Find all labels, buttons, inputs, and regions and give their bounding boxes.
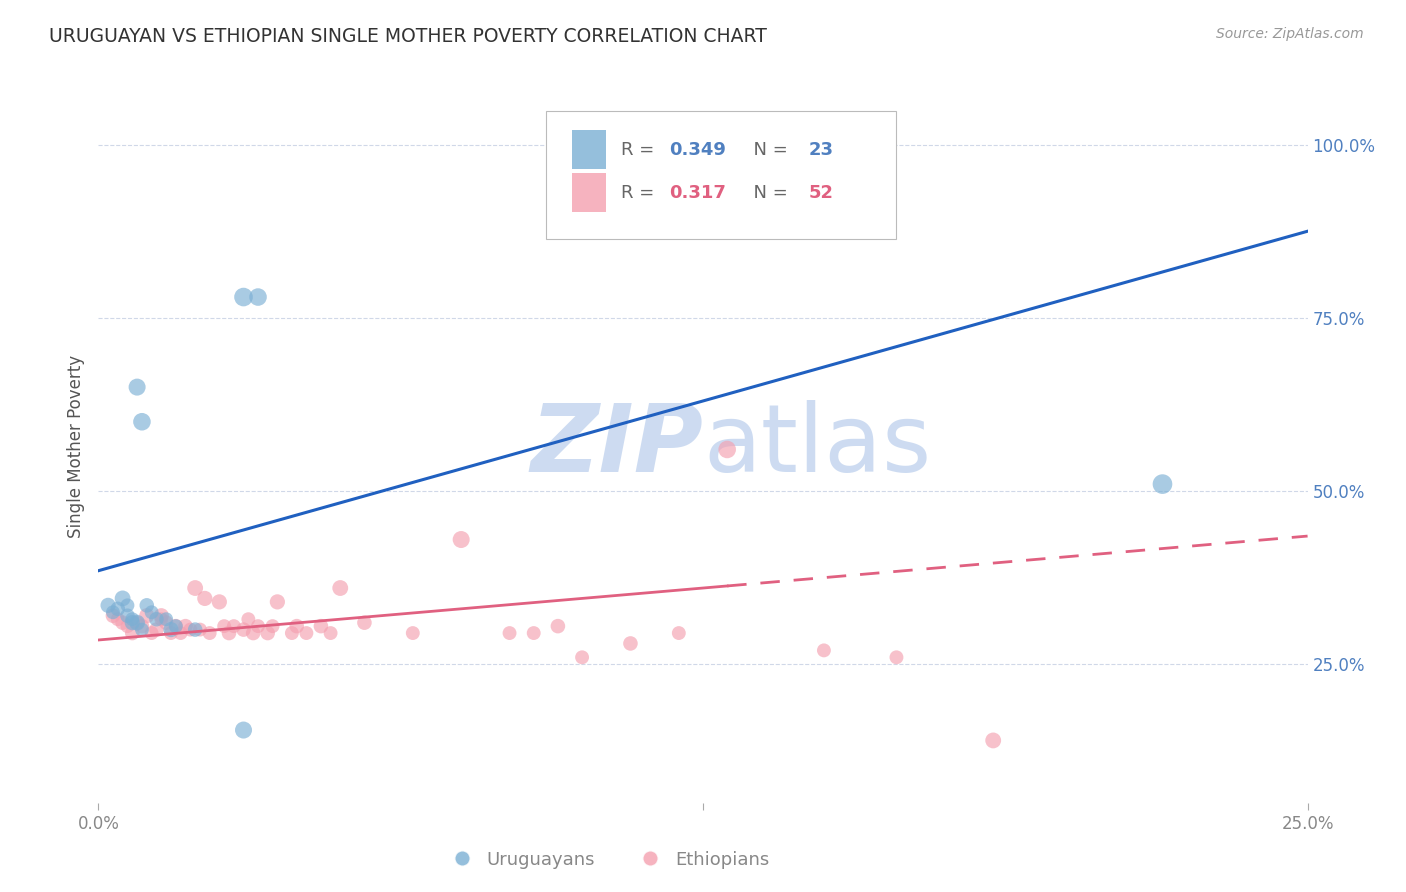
Point xyxy=(242,626,264,640)
Point xyxy=(232,623,254,637)
Point xyxy=(121,615,143,630)
Point xyxy=(135,599,157,613)
Point xyxy=(247,290,270,304)
Point xyxy=(309,619,332,633)
Point xyxy=(184,623,207,637)
Point xyxy=(266,595,288,609)
Point xyxy=(194,591,217,606)
Point xyxy=(131,619,153,633)
Text: atlas: atlas xyxy=(703,400,931,492)
Point xyxy=(127,615,149,630)
Point xyxy=(155,612,177,626)
Point xyxy=(117,608,139,623)
Point xyxy=(668,626,690,640)
Point xyxy=(547,619,569,633)
Text: URUGUAYAN VS ETHIOPIAN SINGLE MOTHER POVERTY CORRELATION CHART: URUGUAYAN VS ETHIOPIAN SINGLE MOTHER POV… xyxy=(49,27,768,45)
Point xyxy=(247,619,270,633)
Point xyxy=(523,626,546,640)
Text: 0.349: 0.349 xyxy=(669,141,725,159)
Point xyxy=(141,605,163,619)
Point xyxy=(1152,477,1174,491)
Text: N =: N = xyxy=(742,141,793,159)
Point xyxy=(619,636,641,650)
Point xyxy=(188,623,211,637)
Text: 52: 52 xyxy=(808,184,834,202)
Legend: Uruguayans, Ethiopians: Uruguayans, Ethiopians xyxy=(436,844,776,876)
Point xyxy=(117,619,139,633)
Point xyxy=(184,581,207,595)
Point xyxy=(295,626,318,640)
Point xyxy=(141,626,163,640)
Point xyxy=(150,612,173,626)
Point xyxy=(101,608,124,623)
Point xyxy=(131,415,153,429)
Point xyxy=(222,619,245,633)
Point xyxy=(981,733,1004,747)
Point xyxy=(117,599,139,613)
Point xyxy=(127,615,149,630)
Text: ZIP: ZIP xyxy=(530,400,703,492)
Point xyxy=(107,602,129,616)
Point xyxy=(285,619,308,633)
Point xyxy=(179,623,201,637)
Point xyxy=(121,626,143,640)
Y-axis label: Single Mother Poverty: Single Mother Poverty xyxy=(66,354,84,538)
Text: 0.317: 0.317 xyxy=(669,184,725,202)
Point xyxy=(145,623,167,637)
Text: R =: R = xyxy=(621,184,659,202)
Point xyxy=(571,650,593,665)
Point xyxy=(353,615,375,630)
Point xyxy=(111,591,134,606)
Point xyxy=(716,442,738,457)
Point xyxy=(165,619,187,633)
Point xyxy=(208,595,231,609)
Text: N =: N = xyxy=(742,184,793,202)
Point xyxy=(886,650,908,665)
Point xyxy=(218,626,240,640)
Point xyxy=(121,612,143,626)
Point xyxy=(155,615,177,630)
Point xyxy=(127,380,149,394)
Point xyxy=(160,623,183,637)
Point xyxy=(198,626,221,640)
Point xyxy=(107,612,129,626)
Text: R =: R = xyxy=(621,141,659,159)
Point xyxy=(131,623,153,637)
Bar xyxy=(572,130,606,169)
Point xyxy=(329,581,352,595)
Point xyxy=(97,599,120,613)
Point xyxy=(232,290,254,304)
Point xyxy=(238,612,260,626)
FancyBboxPatch shape xyxy=(546,111,897,239)
Point xyxy=(101,605,124,619)
Point xyxy=(160,626,183,640)
Point xyxy=(319,626,342,640)
Point xyxy=(281,626,304,640)
Point xyxy=(111,615,134,630)
Point xyxy=(256,626,278,640)
Point xyxy=(232,723,254,737)
Text: 23: 23 xyxy=(808,141,834,159)
Point xyxy=(813,643,835,657)
Point xyxy=(135,608,157,623)
Point xyxy=(150,608,173,623)
Point xyxy=(165,619,187,633)
Point xyxy=(498,626,520,640)
Bar xyxy=(572,173,606,212)
Point xyxy=(212,619,235,633)
Point xyxy=(262,619,284,633)
Point xyxy=(450,533,472,547)
Point xyxy=(145,612,167,626)
Text: Source: ZipAtlas.com: Source: ZipAtlas.com xyxy=(1216,27,1364,41)
Point xyxy=(174,619,197,633)
Point xyxy=(402,626,425,640)
Point xyxy=(169,626,191,640)
